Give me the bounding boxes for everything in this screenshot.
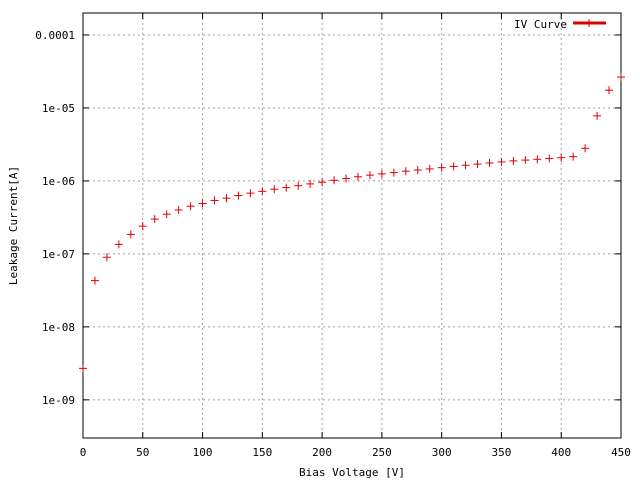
x-tick-label: 200 (312, 446, 332, 459)
data-point (617, 73, 625, 82)
data-point (605, 86, 614, 95)
y-tick-labels: 1e-09 1e-08 1e-07 1e-06 1e-05 0.0001 (35, 29, 75, 407)
x-tick-label: 450 (611, 446, 631, 459)
x-axis-title: Bias Voltage [V] (299, 466, 405, 479)
data-point (425, 164, 434, 173)
y-tick-label: 1e-06 (42, 175, 75, 188)
data-point (581, 144, 590, 153)
y-tick-label: 1e-05 (42, 102, 75, 115)
data-point (198, 199, 207, 208)
data-point (557, 153, 566, 162)
data-point (270, 185, 279, 194)
legend: IV Curve (514, 18, 606, 31)
grid-lines (83, 13, 621, 438)
data-point (258, 187, 267, 196)
data-point (174, 205, 183, 214)
data-point (330, 176, 339, 185)
x-tick-labels: 0 50 100 150 200 250 300 350 400 450 (80, 446, 631, 459)
data-point (485, 159, 494, 168)
data-point (222, 194, 231, 203)
data-point (401, 167, 410, 176)
y-tick-label: 0.0001 (35, 29, 75, 42)
data-point (342, 174, 351, 183)
x-tick-label: 250 (372, 446, 392, 459)
y-tick-label: 1e-09 (42, 394, 75, 407)
legend-marker (585, 19, 593, 27)
data-point (389, 168, 398, 177)
data-point (138, 222, 147, 231)
data-point (186, 202, 195, 211)
data-point (365, 171, 374, 180)
x-tick-label: 50 (136, 446, 149, 459)
data-point (79, 364, 87, 373)
data-point (126, 230, 135, 239)
x-tick-label: 0 (80, 446, 87, 459)
data-point (449, 162, 458, 171)
data-point (521, 156, 530, 165)
y-axis-title: Leakage Current[A] (7, 166, 20, 285)
plot-frame (82, 12, 622, 439)
x-tick-label: 150 (252, 446, 272, 459)
y-tick-label: 1e-07 (42, 248, 75, 261)
data-point (294, 181, 303, 190)
x-tick-label: 300 (432, 446, 452, 459)
x-tick-label: 100 (193, 446, 213, 459)
data-point (162, 210, 171, 219)
data-point (569, 152, 578, 161)
data-point (533, 155, 542, 164)
data-point (545, 154, 554, 163)
data-point (353, 172, 362, 181)
data-point (234, 191, 243, 200)
x-tick-label: 350 (492, 446, 512, 459)
data-point (413, 166, 422, 175)
data-point (318, 178, 327, 187)
data-point (282, 183, 291, 192)
data-point (150, 215, 159, 224)
x-tick-label: 400 (551, 446, 571, 459)
y-tick-label: 1e-08 (42, 321, 75, 334)
legend-label: IV Curve (514, 18, 567, 31)
data-point (114, 240, 123, 249)
data-point (473, 160, 482, 169)
data-point (306, 179, 315, 188)
axis-ticks (82, 13, 622, 438)
data-point (90, 276, 99, 285)
data-point (246, 189, 255, 198)
data-point (461, 161, 470, 170)
data-point (210, 196, 219, 205)
data-point (437, 163, 446, 172)
data-point (377, 169, 386, 178)
data-point (497, 157, 506, 166)
data-point (593, 111, 602, 120)
data-point (102, 253, 111, 262)
data-point (509, 156, 518, 165)
data-points (79, 73, 625, 373)
